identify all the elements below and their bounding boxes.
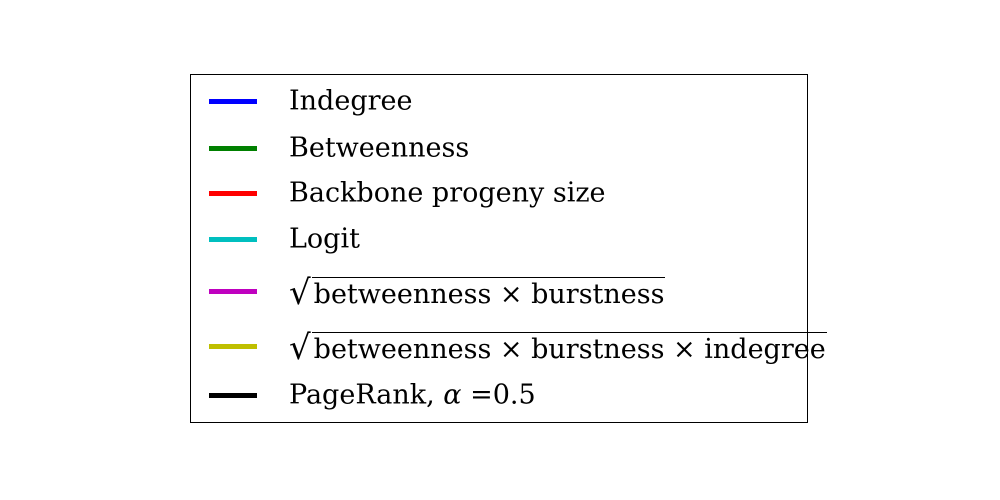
legend-label-backbone-progeny-size: Backbone progeny size [289, 177, 606, 209]
chart-legend: Indegree Betweenness Backbone progeny si… [190, 74, 827, 423]
legend-swatch-indegree [209, 98, 257, 104]
legend-swatch-sqrt-betweenness-burstness-indegree [209, 343, 257, 349]
legend-entry-sqrt-betweenness-burstness: √ betweenness × burstness [191, 271, 807, 311]
radicand-text: betweenness × burstness × indegree [311, 332, 827, 365]
legend-entry-backbone-progeny-size: Backbone progeny size [191, 173, 807, 213]
alpha-symbol: α [443, 379, 462, 411]
radicand-text: betweenness × burstness [311, 277, 666, 310]
legend-entry-pagerank: PageRank, α =0.5 [191, 375, 807, 415]
legend-swatch-sqrt-betweenness-burstness [209, 288, 257, 294]
pagerank-label-suffix: =0.5 [461, 379, 536, 411]
legend-label-sqrt-betweenness-burstness-indegree: √ betweenness × burstness × indegree [289, 328, 827, 368]
legend-label-betweenness: Betweenness [289, 132, 470, 164]
legend-entry-betweenness: Betweenness [191, 128, 807, 168]
sqrt-expression: √ betweenness × burstness [289, 273, 666, 313]
legend-swatch-pagerank [209, 392, 257, 398]
legend-label-logit: Logit [289, 223, 360, 255]
legend-label-sqrt-betweenness-burstness: √ betweenness × burstness [289, 273, 666, 313]
legend-swatch-betweenness [209, 145, 257, 151]
sqrt-expression: √ betweenness × burstness × indegree [289, 328, 827, 368]
legend-entry-logit: Logit [191, 219, 807, 259]
legend-swatch-logit [209, 236, 257, 242]
radical-sign: √ [289, 328, 311, 368]
legend-swatch-backbone-progeny-size [209, 190, 257, 196]
legend-label-indegree: Indegree [289, 85, 413, 117]
legend-entry-indegree: Indegree [191, 81, 807, 121]
radical-sign: √ [289, 273, 311, 313]
legend-label-pagerank: PageRank, α =0.5 [289, 382, 536, 409]
pagerank-label-prefix: PageRank, [289, 379, 444, 411]
legend-entry-sqrt-betweenness-burstness-indegree: √ betweenness × burstness × indegree [191, 326, 827, 366]
